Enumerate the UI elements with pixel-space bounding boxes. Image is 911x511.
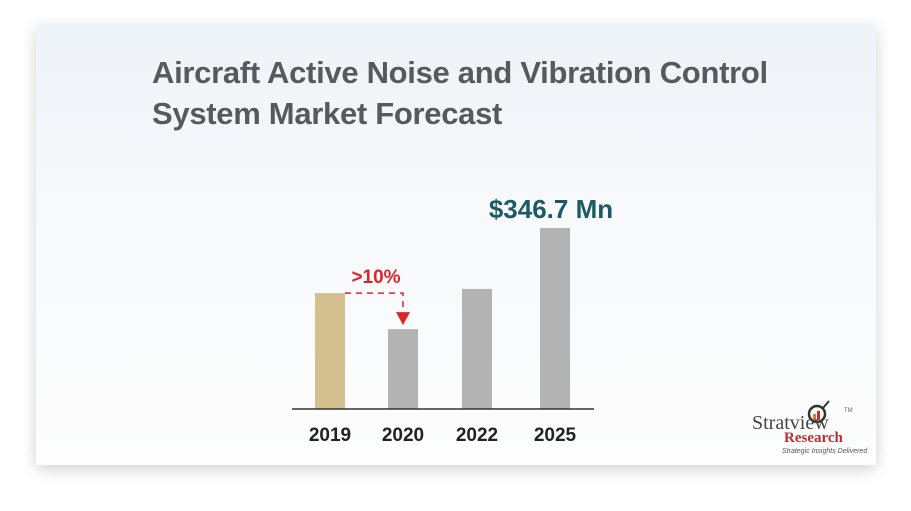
bar-2020 (388, 329, 418, 409)
magnifier-chart-icon (807, 400, 830, 424)
bar-2025 (540, 228, 570, 409)
x-tick-label: 2020 (382, 425, 424, 446)
bar-2019 (315, 293, 345, 409)
bar-2022 (462, 288, 492, 409)
stratview-logo: Stratview TM Research Strategic Insights… (752, 398, 872, 458)
x-tick-label: 2019 (309, 425, 351, 446)
value-label-2025: $346.7 Mn (489, 194, 613, 224)
x-tick-label: 2025 (534, 425, 577, 446)
infographic-card (36, 25, 876, 465)
x-tick-label: 2022 (456, 425, 498, 446)
decline-dashed-line (345, 292, 404, 312)
down-arrow-icon (396, 312, 410, 326)
decline-label: >10% (351, 267, 400, 288)
chart-title: Aircraft Active Noise and Vibration Cont… (152, 55, 768, 131)
